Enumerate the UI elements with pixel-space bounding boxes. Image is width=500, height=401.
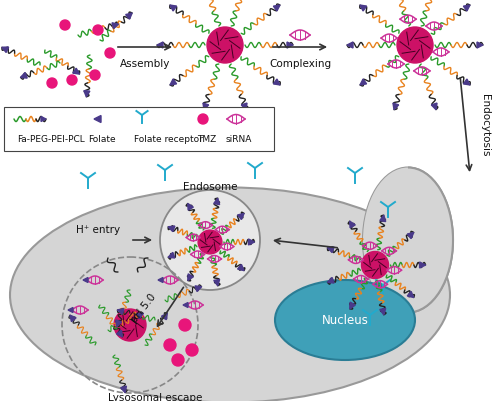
Text: Fa-PEG-PEI-PCL: Fa-PEG-PEI-PCL bbox=[17, 135, 85, 144]
Polygon shape bbox=[350, 221, 356, 228]
Polygon shape bbox=[112, 23, 118, 28]
Circle shape bbox=[179, 319, 191, 331]
Polygon shape bbox=[393, 103, 398, 109]
Circle shape bbox=[47, 78, 57, 88]
Ellipse shape bbox=[275, 280, 415, 360]
Polygon shape bbox=[274, 5, 280, 11]
Circle shape bbox=[114, 309, 146, 341]
Polygon shape bbox=[126, 13, 132, 19]
Text: Complexing: Complexing bbox=[269, 59, 331, 69]
Text: Folate: Folate bbox=[88, 135, 116, 144]
Text: Nucleus: Nucleus bbox=[322, 314, 368, 326]
Text: Lysosomal escape: Lysosomal escape bbox=[108, 393, 202, 401]
Polygon shape bbox=[84, 91, 90, 97]
Polygon shape bbox=[94, 115, 101, 122]
Polygon shape bbox=[73, 68, 80, 74]
Polygon shape bbox=[2, 47, 8, 53]
Polygon shape bbox=[347, 42, 353, 48]
Circle shape bbox=[198, 114, 208, 124]
Polygon shape bbox=[420, 262, 426, 268]
Circle shape bbox=[90, 70, 100, 80]
Polygon shape bbox=[188, 203, 194, 210]
Polygon shape bbox=[120, 386, 126, 393]
Circle shape bbox=[397, 27, 433, 63]
Polygon shape bbox=[118, 308, 124, 314]
Polygon shape bbox=[116, 320, 121, 327]
Text: Assembly: Assembly bbox=[120, 59, 170, 69]
Circle shape bbox=[164, 339, 176, 351]
Circle shape bbox=[186, 344, 198, 356]
Polygon shape bbox=[242, 103, 247, 109]
Polygon shape bbox=[214, 279, 220, 286]
Polygon shape bbox=[287, 42, 293, 48]
Polygon shape bbox=[68, 308, 73, 312]
Circle shape bbox=[198, 230, 222, 254]
Polygon shape bbox=[464, 79, 470, 85]
Ellipse shape bbox=[10, 188, 450, 401]
Polygon shape bbox=[328, 277, 334, 283]
Polygon shape bbox=[162, 313, 168, 320]
Polygon shape bbox=[477, 42, 483, 48]
Text: Endocytosis: Endocytosis bbox=[480, 94, 490, 156]
Text: siRNA: siRNA bbox=[226, 135, 252, 144]
Polygon shape bbox=[170, 79, 176, 85]
Polygon shape bbox=[360, 5, 366, 11]
Polygon shape bbox=[464, 5, 470, 11]
Circle shape bbox=[207, 27, 243, 63]
Circle shape bbox=[67, 75, 77, 85]
Text: H⁺ entry: H⁺ entry bbox=[76, 225, 120, 235]
Text: pH 5.0: pH 5.0 bbox=[129, 292, 158, 324]
Ellipse shape bbox=[363, 168, 453, 312]
Polygon shape bbox=[136, 313, 143, 319]
Polygon shape bbox=[83, 277, 88, 282]
Text: TMZ: TMZ bbox=[197, 135, 216, 144]
Polygon shape bbox=[360, 79, 366, 85]
Polygon shape bbox=[214, 198, 220, 205]
Circle shape bbox=[93, 25, 103, 35]
Polygon shape bbox=[407, 292, 414, 298]
Polygon shape bbox=[407, 233, 414, 239]
Circle shape bbox=[172, 354, 184, 366]
Polygon shape bbox=[328, 247, 334, 253]
Circle shape bbox=[160, 190, 260, 290]
Polygon shape bbox=[70, 315, 76, 322]
Text: Endosome: Endosome bbox=[183, 182, 238, 192]
Circle shape bbox=[105, 48, 115, 58]
Polygon shape bbox=[380, 215, 386, 222]
Polygon shape bbox=[157, 42, 163, 48]
Polygon shape bbox=[195, 286, 202, 292]
Polygon shape bbox=[41, 117, 46, 122]
FancyBboxPatch shape bbox=[4, 107, 274, 151]
Polygon shape bbox=[116, 330, 122, 337]
Circle shape bbox=[60, 20, 70, 30]
Text: Folate receptor: Folate receptor bbox=[134, 135, 203, 144]
Polygon shape bbox=[248, 239, 254, 245]
Polygon shape bbox=[168, 226, 175, 232]
Polygon shape bbox=[432, 103, 437, 109]
Polygon shape bbox=[20, 73, 27, 78]
Polygon shape bbox=[168, 252, 175, 258]
Polygon shape bbox=[380, 308, 386, 315]
Polygon shape bbox=[203, 103, 208, 109]
Polygon shape bbox=[188, 274, 194, 281]
Polygon shape bbox=[158, 277, 163, 282]
Circle shape bbox=[362, 251, 388, 279]
Polygon shape bbox=[238, 264, 244, 271]
Ellipse shape bbox=[363, 168, 453, 312]
Polygon shape bbox=[274, 79, 280, 85]
Polygon shape bbox=[238, 213, 244, 220]
Polygon shape bbox=[183, 302, 188, 308]
Polygon shape bbox=[170, 5, 176, 11]
Polygon shape bbox=[350, 302, 356, 309]
